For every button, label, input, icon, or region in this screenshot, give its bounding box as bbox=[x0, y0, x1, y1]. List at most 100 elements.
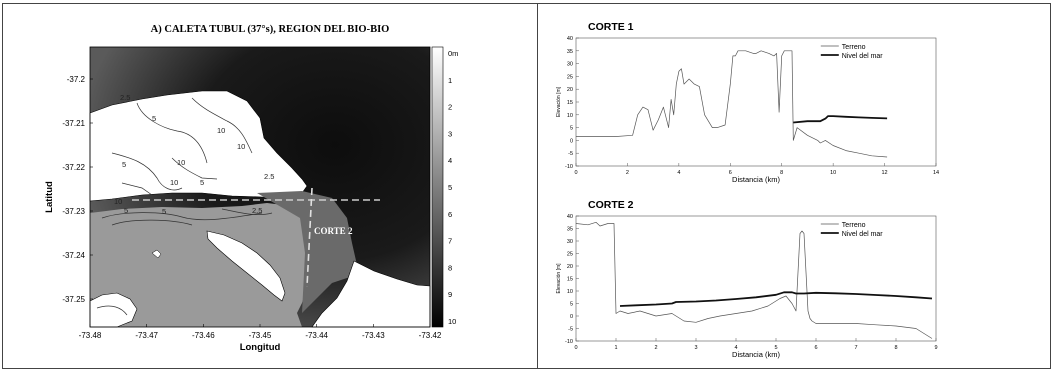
colorbar-tick-label: 10 bbox=[448, 317, 456, 326]
land-south bbox=[206, 230, 286, 302]
x-tick-label: 6 bbox=[814, 345, 817, 351]
x-tick-label: 3 bbox=[694, 345, 697, 351]
series-line-terreno bbox=[576, 50, 888, 158]
y-tick-label: 10 bbox=[567, 289, 573, 295]
y-tick-label: 35 bbox=[567, 49, 573, 55]
contour-lines bbox=[96, 97, 273, 316]
colorbar-tick-label: 3 bbox=[448, 129, 452, 138]
y-tick-label: 25 bbox=[567, 252, 573, 258]
x-tick-label: 0 bbox=[574, 170, 577, 176]
legend-entry: Terreno bbox=[842, 44, 866, 51]
map-xlabel: Longitud bbox=[240, 342, 281, 353]
y-tick-label: 5 bbox=[570, 302, 573, 308]
contour-label: 5 bbox=[124, 206, 128, 215]
contour-label: 2.5 bbox=[264, 172, 274, 181]
map-y-tick-label: -37.22 bbox=[62, 163, 85, 172]
y-tick-label: 0 bbox=[570, 138, 573, 144]
corte-2-label: CORTE 2 bbox=[314, 226, 353, 236]
series-line-terreno bbox=[575, 221, 933, 339]
x-tick-label: 12 bbox=[882, 170, 888, 176]
x-axis-label: Distancia (km) bbox=[732, 175, 780, 184]
colorbar-tick-label: 9 bbox=[448, 290, 452, 299]
x-tick-label: 10 bbox=[830, 170, 836, 176]
colorbar-tick-label: 5 bbox=[448, 183, 452, 192]
x-tick-label: 6 bbox=[729, 170, 732, 176]
y-tick-label: 20 bbox=[567, 264, 573, 270]
legend-entry: Terreno bbox=[842, 222, 866, 229]
colorbar-tick-label: 2 bbox=[448, 103, 452, 112]
y-tick-label: 0 bbox=[570, 314, 573, 320]
x-tick-label: 2 bbox=[654, 345, 657, 351]
panel-divider bbox=[537, 3, 538, 369]
colorbar bbox=[431, 46, 444, 328]
y-tick-label: 35 bbox=[567, 227, 573, 233]
series-line-nivel-del-mar bbox=[793, 115, 888, 124]
y-tick-label: 10 bbox=[567, 113, 573, 119]
contour-label: 2.5 bbox=[252, 206, 262, 215]
map-y-tick-label: -37.23 bbox=[62, 207, 85, 216]
y-axis-label: Elevación [m] bbox=[556, 86, 562, 117]
map-x-tick-label: -73.47 bbox=[135, 331, 158, 340]
y-axis-label: Elevación [m] bbox=[556, 263, 562, 294]
x-tick-label: 5 bbox=[774, 345, 777, 351]
y-tick-label: 40 bbox=[567, 36, 573, 42]
y-tick-label: 25 bbox=[567, 74, 573, 80]
chart-title: CORTE 2 bbox=[588, 199, 634, 211]
y-tick-label: -10 bbox=[565, 339, 573, 345]
x-axis-label: Distancia (km) bbox=[732, 350, 780, 359]
map-x-tick-label: -73.44 bbox=[305, 331, 328, 340]
corte-1-label: CORTE 1 bbox=[207, 185, 246, 195]
x-tick-label: 4 bbox=[734, 345, 737, 351]
contour-label: 10 bbox=[217, 126, 225, 135]
colorbar-tick-label: 1 bbox=[448, 76, 452, 85]
contour-label: 5 bbox=[122, 160, 126, 169]
map-area: 2.5 5 10 10 10 5 10 5 2.5 10 5 2.5 5 COR… bbox=[89, 47, 431, 328]
x-tick-label: 8 bbox=[780, 170, 783, 176]
colorbar-ticks: 0m 1 2 3 4 5 6 7 8 9 10 bbox=[448, 49, 458, 326]
chart-title: CORTE 1 bbox=[588, 21, 634, 33]
colorbar-tick-label: 7 bbox=[448, 237, 452, 246]
contour-label-group: 2.5 5 10 10 10 5 10 5 2.5 10 5 2.5 5 bbox=[114, 93, 274, 216]
colorbar-tick-label: 0m bbox=[448, 49, 458, 58]
contour-label: 5 bbox=[200, 178, 204, 187]
contour-label: 5 bbox=[162, 207, 166, 216]
map-x-ticks: -73.48 -73.47 -73.46 -73.45 -73.44 -73.43 -73.… bbox=[79, 324, 442, 340]
contour-label: 10 bbox=[237, 142, 245, 151]
plot-frame bbox=[575, 215, 937, 342]
y-tick-label: 15 bbox=[567, 277, 573, 283]
y-tick-label: 5 bbox=[570, 126, 573, 132]
corte-1-chart: CORTE 1 0 2 4 6 8 10 12 14 -10 -5 0 5 10 15 20 25 30 35 40 D… bbox=[556, 21, 939, 184]
bathymetry-map-panel: A) CALETA TUBUL (37°s), REGION DEL BIO-B… bbox=[44, 24, 458, 353]
y-tick-label: 20 bbox=[567, 87, 573, 93]
map-y-tick-label: -37.2 bbox=[67, 75, 86, 84]
corte-2-line bbox=[306, 187, 313, 288]
map-y-tick-label: -37.25 bbox=[62, 295, 85, 304]
map-x-tick-label: -73.42 bbox=[419, 331, 442, 340]
shallow-water bbox=[90, 203, 308, 327]
y-tick-label: -5 bbox=[568, 327, 573, 333]
y-tick-label: -10 bbox=[565, 164, 573, 170]
y-tick-label: 15 bbox=[567, 100, 573, 106]
legend-entry: Nivel del mar bbox=[842, 53, 884, 60]
map-x-tick-label: -73.46 bbox=[192, 331, 215, 340]
y-tick-label: 40 bbox=[567, 214, 573, 220]
map-ylabel: Latitud bbox=[44, 181, 55, 213]
map-title: A) CALETA TUBUL (37°s), REGION DEL BIO-B… bbox=[151, 24, 390, 35]
shelf-band bbox=[257, 191, 362, 313]
x-tick-label: 1 bbox=[614, 345, 617, 351]
colorbar-tick-label: 8 bbox=[448, 263, 452, 272]
x-tick-label: 2 bbox=[626, 170, 629, 176]
colorbar-tick-label: 6 bbox=[448, 210, 452, 219]
x-tick-label: 14 bbox=[933, 170, 939, 176]
land-islet bbox=[151, 249, 162, 259]
series-line-nivel-del-mar bbox=[619, 291, 933, 307]
map-x-tick-label: -73.45 bbox=[249, 331, 272, 340]
map-y-tick-label: -37.24 bbox=[62, 251, 85, 260]
y-tick-label: 30 bbox=[567, 239, 573, 245]
corte-2-chart: CORTE 2 0 1 2 3 4 5 6 7 8 9 -10 -5 0 5 10 15 20 25 30 35 40 Di… bbox=[556, 199, 938, 359]
map-x-tick-label: -73.43 bbox=[362, 331, 385, 340]
contour-label: 10 bbox=[177, 158, 185, 167]
y-tick-label: 30 bbox=[567, 62, 573, 68]
contour-label: 2.5 bbox=[120, 93, 130, 102]
contour-label: 5 bbox=[152, 114, 156, 123]
